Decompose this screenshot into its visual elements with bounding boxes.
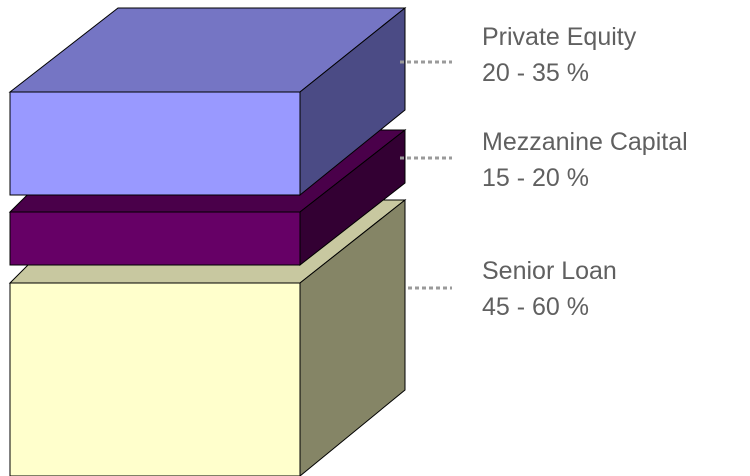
- block-private-equity: [8, 6, 407, 197]
- senior-loan-front-face: [9, 282, 301, 476]
- mezzanine-capital-title: Mezzanine Capital: [482, 128, 688, 156]
- mezzanine-capital-range: 15 - 20 %: [482, 164, 589, 192]
- senior-loan-range: 45 - 60 %: [482, 293, 589, 321]
- private-equity-range: 20 - 35 %: [482, 59, 589, 87]
- private-equity-title: Private Equity: [482, 23, 637, 51]
- private-equity-front-face: [9, 91, 301, 196]
- mezzanine-capital-front-face: [9, 211, 301, 266]
- senior-loan-title: Senior Loan: [482, 257, 617, 285]
